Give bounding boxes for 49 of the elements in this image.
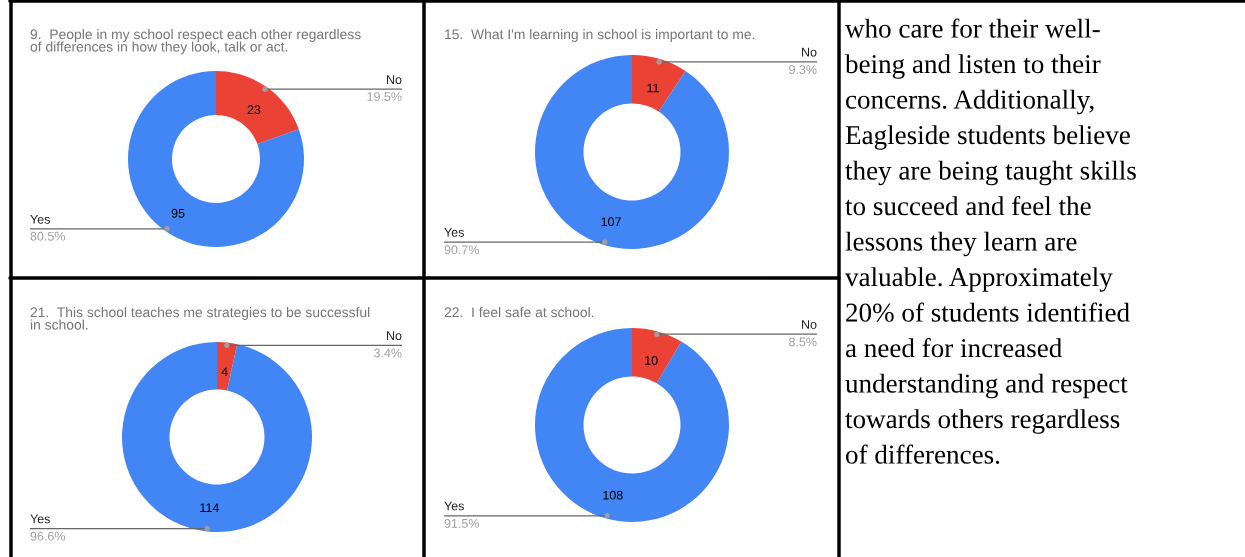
text: 107 (601, 217, 621, 227)
text: 10 (645, 356, 658, 365)
text: 4 (221, 367, 228, 377)
donut-slice (535, 55, 729, 249)
donut-slice (632, 328, 682, 384)
data-label: 96.6% (30, 531, 65, 541)
text: 20% of students identified (846, 302, 1130, 322)
slice-label: Yes (444, 228, 464, 237)
slice-label: Yes (444, 501, 464, 511)
data-label: 8.5% (789, 337, 817, 347)
slice-label: No (802, 320, 817, 329)
data-label: 9.3% (789, 65, 817, 74)
data-label: 91.5% (444, 519, 479, 528)
donut-slice (128, 71, 304, 247)
data-label: 3.4% (373, 348, 402, 358)
donut-slice (122, 342, 312, 532)
text: understanding and respect (845, 373, 1128, 399)
donut-slice (216, 71, 299, 145)
text: concerns. Additionally, (846, 89, 1094, 115)
text: lessons they learn are (845, 231, 1077, 257)
chart-title: 22. I feel safe at school. (444, 307, 594, 318)
text: being and listen to their (845, 54, 1101, 79)
data-label: 90.7% (444, 245, 479, 255)
text: to succeed and feel the (845, 195, 1091, 216)
chart-title: 15. What I'm learning in school is important to me. (445, 29, 755, 42)
slice-label: No (387, 75, 402, 85)
text: Eagleside students believe (845, 125, 1130, 150)
slice-label: Yes (30, 215, 50, 224)
text: who care for their well- (845, 18, 1100, 38)
donut-slice (217, 342, 238, 391)
text: 114 (200, 503, 220, 513)
text: 23 (247, 105, 261, 115)
slice-label: No (387, 331, 402, 341)
chart-title: 21. This school teaches me strategies to be successful in school. (30, 307, 370, 330)
slice-label: Yes (30, 514, 50, 524)
text: 95 (171, 208, 185, 218)
text: towards others regardless (845, 409, 1120, 434)
text: they are being taught skills (845, 160, 1136, 186)
text: of differences. (846, 444, 1000, 464)
slice-label: No (802, 47, 817, 57)
donut-slice (632, 55, 686, 112)
text: valuable. Approximately (845, 267, 1113, 292)
chart-title: 9. People in my school respect each other regardless of differences in how they look, talk or act. (30, 29, 361, 55)
data-label: 19.5% (367, 92, 402, 101)
donut-slice (535, 328, 729, 522)
text: a need for increased (845, 337, 1062, 358)
text: 108 (603, 490, 623, 500)
data-label: 80.5% (30, 231, 65, 241)
text: 11 (647, 83, 659, 93)
